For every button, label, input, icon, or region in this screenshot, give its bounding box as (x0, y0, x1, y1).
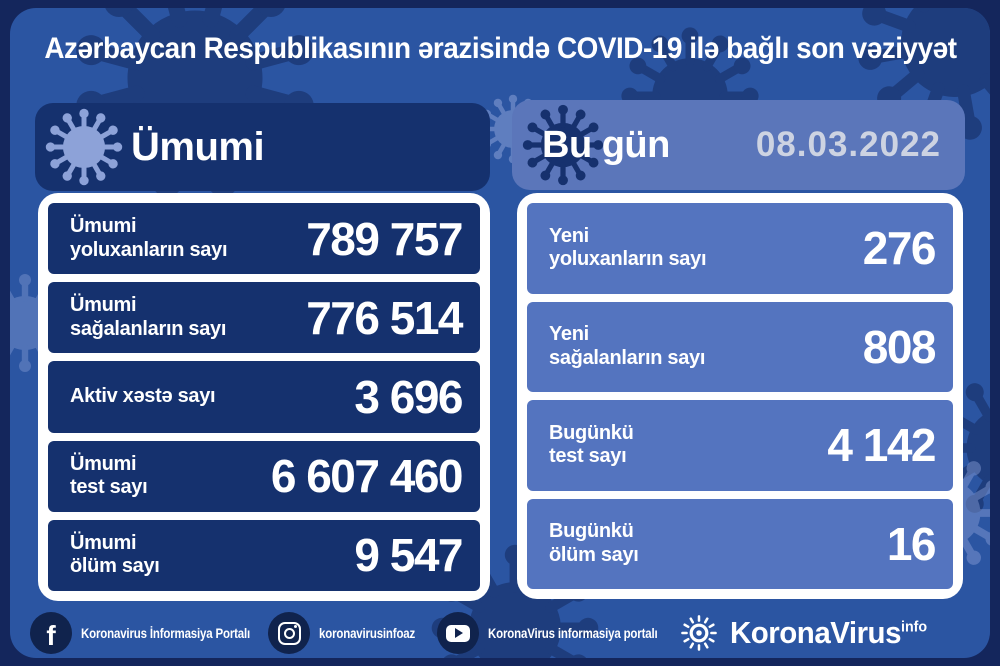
stat-label: Bugünkü test sayı (549, 421, 634, 468)
stat-value: 16 (886, 517, 937, 570)
left-panel-header: Ümumi (35, 103, 490, 191)
stat-label: Bugünkü ölüm sayı (549, 520, 639, 566)
left-panel-title: Ümumi (131, 124, 265, 169)
stat-row-total-infected: Ümumi yoluxanların sayı 789 757 (48, 203, 480, 275)
logo-superscript: info (900, 618, 928, 636)
stat-value: 276 (862, 222, 937, 275)
youtube-icon (437, 612, 479, 654)
right-panel-header: Bu gün 08.03.2022 (512, 100, 965, 190)
stat-label: Ümumi yoluxanların sayı (70, 215, 228, 261)
stat-row-today-deaths: Bugünkü ölüm sayı 16 (527, 498, 953, 589)
stat-value: 3 696 (354, 371, 463, 423)
logo-text: KoronaVirusinfo (730, 615, 928, 650)
facebook-icon: f (30, 612, 72, 654)
left-stats-panel: Ümumi yoluxanların sayı 789 757 Ümumi sa… (38, 193, 490, 601)
stat-value: 6 607 460 (270, 450, 464, 503)
stat-label: Ümumi test sayı (70, 452, 148, 499)
stat-value: 789 757 (306, 212, 463, 265)
youtube-link[interactable]: KoronaVirus informasiya portalı (437, 611, 695, 655)
stat-value: 4 142 (827, 419, 936, 472)
right-stats-panel: Yeni yoluxanların sayı 276 Yeni sağalanl… (517, 193, 963, 599)
facebook-link[interactable]: f Koronavirus İnformasiya Portalı (30, 611, 287, 655)
instagram-link[interactable]: koronavirusinfoaz (268, 611, 436, 655)
koronavirus-info-logo: KoronaVirusinfo (676, 611, 937, 655)
virus-icon (45, 108, 123, 186)
stat-row-total-deaths: Ümumi ölüm sayı 9 547 (48, 519, 480, 592)
stat-row-total-recovered: Ümumi sağalanların sayı 776 514 (48, 282, 480, 354)
facebook-label: Koronavirus İnformasiya Portalı (81, 625, 251, 641)
stat-row-total-tests: Ümumi test sayı 6 607 460 (48, 440, 480, 512)
koronavirus-logo-icon (680, 614, 718, 652)
stat-row-active-cases: Aktiv xəstə sayı 3 696 (48, 361, 480, 433)
main-card: Azərbaycan Respublikasının ərazisində CO… (10, 8, 990, 658)
stat-row-new-recovered: Yeni sağalanların sayı 808 (527, 301, 953, 392)
stat-label: Aktiv xəstə sayı (70, 385, 216, 408)
stat-row-today-tests: Bugünkü test sayı 4 142 (527, 400, 953, 491)
report-date: 08.03.2022 (755, 125, 941, 164)
stat-label: Yeni yoluxanların sayı (549, 224, 707, 271)
stat-value: 776 514 (306, 291, 463, 344)
stat-row-new-infected: Yeni yoluxanların sayı 276 (527, 203, 953, 294)
page-title: Azərbaycan Respublikasının ərazisində CO… (10, 32, 990, 66)
stat-value: 9 547 (354, 529, 463, 582)
instagram-label: koronavirusinfoaz (319, 625, 416, 641)
stat-label: Ümumi ölüm sayı (70, 531, 160, 578)
youtube-label: KoronaVirus informasiya portalı (488, 625, 658, 641)
stat-label: Ümumi sağalanların sayı (70, 294, 227, 340)
stat-label: Yeni sağalanların sayı (549, 323, 706, 369)
right-panel-title: Bu gün (542, 123, 670, 166)
stat-value: 808 (862, 320, 937, 373)
page-title-text: Azərbaycan Respublikasının ərazisində CO… (44, 32, 957, 65)
instagram-icon (268, 612, 310, 654)
